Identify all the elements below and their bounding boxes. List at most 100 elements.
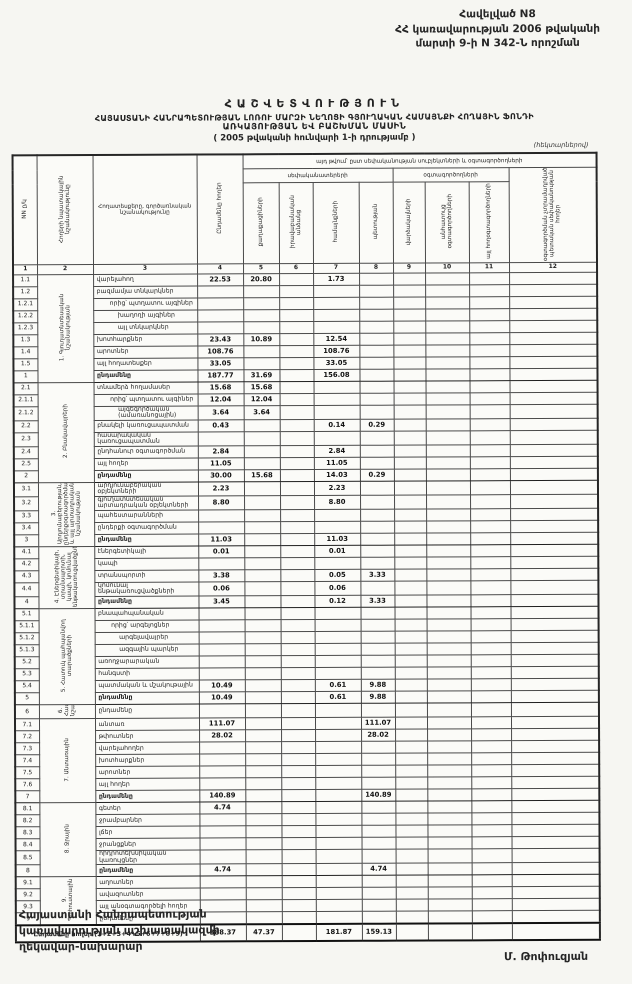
value-cell — [394, 509, 427, 522]
report-title: ՀԱՇՎԵՏՎՈՒԹՅՈՒՆ ՀԱՅԱՍՏԱՆԻ ՀԱՆՐԱՊԵՏՈՒԹՅԱՆ … — [0, 96, 630, 145]
value-cell — [393, 333, 426, 346]
land-type-label: խաղողի այգիներ — [93, 310, 198, 323]
column-header-gratuitous-users: անհատույց օգտագործողների — [424, 181, 470, 264]
value-cell — [314, 717, 362, 730]
value-cell — [470, 556, 511, 569]
value-cell — [469, 392, 510, 405]
value-cell — [359, 321, 394, 334]
value-cell — [427, 887, 472, 900]
value-cell — [245, 864, 282, 877]
value-cell — [245, 876, 282, 889]
value-cell — [510, 606, 599, 619]
value-cell — [469, 320, 510, 333]
value-cell — [244, 667, 281, 680]
value-cell — [393, 273, 426, 286]
value-cell — [359, 431, 394, 446]
value-cell — [315, 863, 362, 876]
value-cell — [393, 321, 426, 334]
value-cell — [280, 595, 315, 608]
value-cell — [395, 825, 428, 838]
value-cell — [281, 741, 316, 755]
value-cell — [425, 320, 470, 334]
value-cell — [245, 802, 282, 815]
land-type-label: ընդամենը — [93, 370, 198, 383]
annex-note: Հավելված N8 ՀՀ կառավարության 2006 թվական… — [395, 7, 600, 52]
value-cell — [427, 923, 472, 942]
value-cell — [511, 764, 600, 778]
value-cell — [510, 544, 599, 557]
value-cell — [469, 380, 510, 393]
row-number: 2.1 — [13, 382, 38, 395]
value-cell — [245, 814, 282, 827]
land-type-label: աղուտներ — [95, 876, 200, 889]
land-type-label: ընդամենը — [94, 595, 199, 609]
land-type-label: տրանսպորտի — [94, 569, 199, 583]
value-cell — [393, 405, 426, 420]
value-cell: 4.74 — [361, 863, 396, 876]
value-cell — [425, 444, 470, 458]
value-cell: 10.49 — [198, 679, 245, 692]
land-type-label: խոտհարքներ — [93, 334, 198, 347]
land-type-label: պահեստարանների — [94, 509, 199, 523]
annex-line: մարտի 9-ի N 342-Ն որոշման — [415, 37, 580, 50]
signature-name: Մ. Թոփուզյան — [503, 949, 589, 964]
value-cell: 0.05 — [314, 569, 361, 582]
value-cell — [197, 431, 244, 446]
value-cell — [361, 837, 396, 850]
value-cell: 15.68 — [243, 381, 280, 394]
value-cell — [471, 923, 512, 941]
value-cell — [394, 655, 427, 668]
value-cell — [509, 284, 598, 297]
value-cell — [426, 508, 471, 522]
value-cell: 31.69 — [243, 369, 280, 382]
value-cell: 30.00 — [197, 469, 244, 482]
land-type-label: այլ հողեր — [95, 778, 200, 791]
value-cell: 187.77 — [197, 369, 244, 383]
value-cell: 2.84 — [313, 445, 360, 458]
column-header-band-owners: սեփականատերերի — [242, 168, 393, 183]
row-number: 1.2 — [13, 286, 38, 299]
value-cell — [470, 666, 511, 679]
value-cell — [395, 863, 428, 876]
row-number: 9.2 — [15, 889, 40, 902]
value-cell — [281, 825, 316, 839]
value-cell — [279, 333, 314, 346]
column-number: 9 — [393, 263, 426, 274]
value-cell — [314, 521, 361, 534]
value-cell — [360, 557, 395, 570]
value-cell — [359, 309, 394, 322]
value-cell — [244, 509, 281, 522]
value-cell — [470, 520, 511, 533]
value-cell: 3.64 — [197, 405, 244, 420]
value-cell — [243, 285, 280, 298]
value-cell — [315, 875, 362, 888]
row-number: 8 — [15, 865, 40, 878]
column-number: 3 — [93, 264, 198, 275]
value-cell — [280, 557, 315, 570]
land-type-label: կոմունալ ենթակառուցվածքների — [94, 581, 199, 597]
value-cell — [361, 899, 396, 912]
column-header-purpose: Հողերի նպատակային նշանակությունը — [36, 154, 94, 265]
value-cell — [393, 369, 426, 382]
land-type-label: լճեր — [95, 826, 200, 839]
value-cell — [244, 521, 281, 534]
value-cell: 3.33 — [360, 595, 395, 608]
land-type-label: արոտներ — [93, 346, 198, 359]
units-note: (հեկտարներով) — [533, 140, 589, 150]
value-cell — [280, 521, 315, 534]
row-number: 1 — [13, 370, 38, 383]
value-cell — [510, 508, 599, 521]
value-cell — [315, 801, 362, 814]
column-number: 8 — [359, 263, 394, 274]
footer-signatory: Հայաստանի Հանրապետության կառավարության ա… — [19, 906, 220, 955]
row-number: 3.4 — [14, 522, 39, 535]
value-cell — [313, 405, 360, 420]
value-cell: 10.49 — [198, 691, 245, 704]
row-number: 2.1.2 — [13, 406, 38, 421]
value-cell — [393, 419, 426, 432]
value-cell — [315, 837, 362, 850]
value-cell — [425, 456, 470, 470]
value-cell: 140.89 — [361, 789, 396, 802]
report-heading: ՀԱՇՎԵՏՎՈՒԹՅՈՒՆ — [224, 96, 405, 111]
value-cell — [395, 729, 428, 742]
